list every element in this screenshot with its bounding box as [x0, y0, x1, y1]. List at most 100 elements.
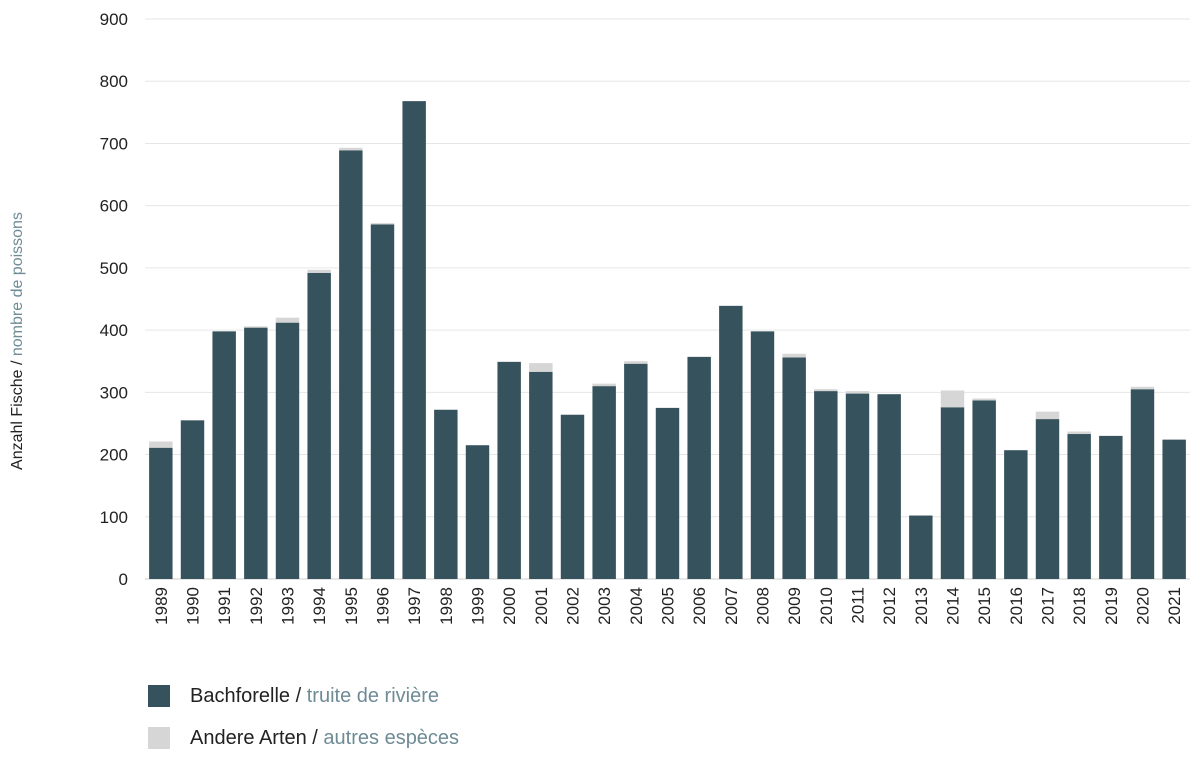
bar-bachforelle	[750, 331, 775, 579]
bar-andere-arten	[339, 147, 363, 151]
bar-bachforelle	[497, 361, 521, 579]
y-axis-ticks: 0 100 200 300 400 500 600 700 800 900	[100, 10, 128, 589]
bars	[149, 101, 1186, 580]
x-tick-label: 2018	[1070, 587, 1089, 625]
legend-label-bachforelle-primary: Bachforelle	[190, 684, 291, 707]
bar-andere-arten	[370, 223, 395, 225]
y-tick-label: 200	[100, 446, 128, 465]
x-tick-label: 1994	[310, 587, 329, 625]
bar-andere-arten	[624, 361, 648, 364]
x-tick-label: 1992	[247, 587, 266, 625]
legend-swatch-bachforelle	[148, 685, 170, 707]
bar-bachforelle	[877, 394, 901, 579]
bar-andere-arten	[149, 441, 173, 448]
y-tick-label: 300	[100, 383, 128, 402]
x-tick-label: 2010	[817, 587, 836, 625]
bar-andere-arten	[529, 363, 553, 372]
bar-andere-arten	[1067, 431, 1091, 435]
bar-bachforelle	[940, 407, 965, 579]
y-tick-label: 100	[100, 508, 128, 527]
bar-bachforelle	[624, 363, 648, 579]
bar-bachforelle	[814, 391, 838, 579]
y-tick-label: 0	[119, 570, 128, 589]
x-tick-label: 1995	[342, 587, 361, 625]
bar-andere-arten	[307, 269, 331, 273]
legend-item-bachforelle: Bachforelle / truite de rivière	[148, 682, 459, 710]
x-tick-label: 2001	[532, 587, 551, 625]
bar-bachforelle	[244, 327, 268, 579]
x-tick-label: 1996	[374, 587, 393, 625]
bar-andere-arten	[1130, 386, 1155, 390]
bar-bachforelle	[149, 447, 173, 579]
legend-item-andere-arten: Andere Arten / autres espèces	[148, 724, 459, 752]
x-tick-label: 2004	[627, 587, 646, 625]
bar-bachforelle	[1162, 439, 1186, 579]
bar-bachforelle	[180, 420, 205, 579]
x-tick-label: 2021	[1165, 587, 1184, 625]
x-tick-label: 2015	[975, 587, 994, 625]
x-axis-ticks: 1989 1990 1991 1992 1993 1994 1995 1996 1997 1998…	[152, 587, 1184, 625]
x-tick-label: 2014	[944, 587, 963, 625]
legend-label-andere-separator: /	[306, 726, 324, 749]
bar-bachforelle	[782, 357, 806, 579]
bar-bachforelle	[434, 409, 458, 579]
legend: Bachforelle / truite de rivière Andere A…	[148, 682, 459, 766]
legend-label-bachforelle-separator: /	[290, 684, 307, 707]
bar-bachforelle	[909, 515, 933, 579]
bar-bachforelle	[212, 331, 236, 579]
legend-label-andere-primary: Andere Arten	[190, 726, 307, 749]
bar-bachforelle	[1099, 435, 1123, 579]
bar-bachforelle	[275, 322, 300, 579]
x-tick-label: 1990	[184, 587, 203, 625]
bar-andere-arten	[1035, 411, 1060, 420]
y-axis-label-separator: /	[9, 356, 26, 369]
bar-bachforelle	[1035, 419, 1060, 579]
bar-andere-arten	[972, 398, 996, 401]
x-tick-label: 2016	[1007, 587, 1026, 625]
bar-andere-arten	[845, 391, 870, 394]
x-tick-label: 2006	[690, 587, 709, 625]
y-tick-label: 500	[100, 259, 128, 278]
bar-bachforelle	[370, 224, 395, 580]
x-tick-label: 1991	[215, 587, 234, 625]
y-tick-label: 600	[100, 197, 128, 216]
x-tick-label: 1997	[405, 587, 424, 625]
x-tick-label: 2005	[659, 587, 678, 625]
bar-andere-arten	[940, 390, 965, 408]
x-tick-label: 1993	[279, 587, 298, 625]
x-tick-label: 2012	[880, 587, 899, 625]
bar-bachforelle	[560, 414, 585, 579]
y-axis-label-secondary: nombre de poissons	[9, 212, 26, 356]
y-tick-label: 700	[100, 134, 128, 153]
x-tick-label: 2019	[1102, 587, 1121, 625]
y-tick-label: 400	[100, 321, 128, 340]
bar-bachforelle	[529, 371, 553, 579]
bar-bachforelle	[1130, 389, 1155, 579]
y-tick-label: 900	[100, 10, 128, 29]
y-axis-label-primary: Anzahl Fische	[9, 369, 26, 470]
x-tick-label: 2017	[1039, 587, 1058, 625]
bar-bachforelle	[307, 272, 331, 579]
y-tick-label: 800	[100, 72, 128, 91]
x-tick-label: 2013	[912, 587, 931, 625]
bar-bachforelle	[719, 305, 743, 579]
bar-bachforelle	[339, 150, 363, 580]
legend-label-andere-secondary: autres espèces	[323, 726, 460, 749]
legend-label-bachforelle-secondary: truite de rivière	[306, 684, 440, 707]
legend-swatch-andere-arten	[148, 727, 170, 749]
y-axis-label: Anzahl Fische / nombre de poissons	[9, 212, 26, 470]
x-tick-label: 2003	[595, 587, 614, 625]
bar-andere-arten	[275, 317, 300, 323]
bar-andere-arten	[592, 383, 616, 387]
x-tick-label: 2020	[1134, 587, 1153, 625]
x-tick-label: 1999	[469, 587, 488, 625]
x-tick-label: 2011	[849, 587, 868, 624]
x-tick-label: 2009	[785, 587, 804, 625]
bar-bachforelle	[1004, 450, 1028, 579]
bar-bachforelle	[655, 407, 680, 579]
bar-bachforelle	[402, 101, 426, 579]
bar-bachforelle	[845, 393, 870, 579]
bar-bachforelle	[972, 400, 996, 579]
x-tick-label: 2007	[722, 587, 741, 625]
